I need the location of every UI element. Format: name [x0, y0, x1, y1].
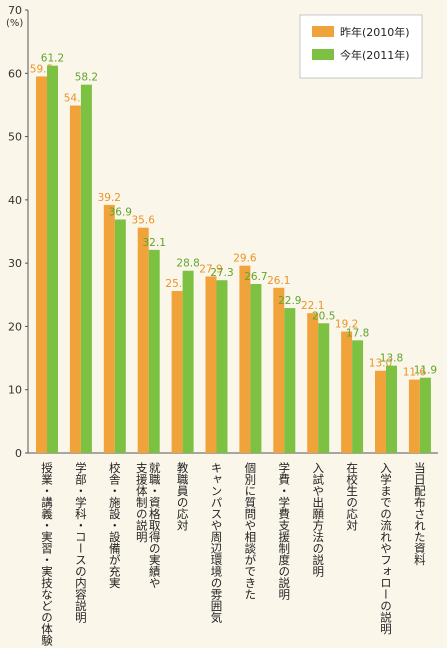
category-label: 在校生の応対	[345, 462, 359, 531]
category-label: 入学までの流れやフォローの説明	[379, 462, 393, 635]
bar-prev-8	[307, 313, 319, 453]
bar-prev-4	[171, 290, 183, 453]
y-tick-label: 10	[8, 384, 22, 397]
legend-label: 昨年(2010年)	[340, 25, 410, 39]
y-tick-label: 20	[8, 320, 22, 333]
bar-prev-5	[205, 276, 217, 453]
category-label: 学費・学費支援制度の説明	[277, 461, 291, 601]
data-label: 35.6	[132, 215, 156, 227]
bar-curr-5	[216, 280, 228, 453]
data-label: 11.6	[403, 367, 427, 379]
y-tick-label: 0	[15, 447, 22, 460]
legend-swatch-1	[312, 49, 334, 60]
y-tick-label: 40	[8, 194, 22, 207]
bar-prev-2	[103, 204, 115, 453]
category-label: 入試や出願方法の説明	[311, 462, 325, 578]
category-label: 当日配布された資料	[413, 461, 427, 566]
bar-curr-1	[80, 84, 92, 454]
category-label: 支援体制の説明	[135, 462, 149, 543]
bar-curr-3	[148, 249, 160, 453]
data-label: 61.2	[41, 53, 64, 65]
data-label: 26.7	[244, 271, 267, 283]
data-label: 39.2	[98, 192, 121, 204]
bar-curr-11	[419, 377, 431, 453]
data-label: 22.9	[278, 295, 301, 307]
legend-label: 今年(2011年)	[340, 48, 410, 62]
bar-prev-6	[239, 265, 251, 453]
bar-prev-11	[408, 379, 420, 453]
category-label: 授業・講義・実習・実技などの体験	[40, 461, 54, 647]
legend-swatch-0	[312, 26, 334, 37]
data-label: 11.9	[414, 365, 437, 377]
y-tick-label: 50	[8, 131, 22, 144]
bar-curr-7	[284, 308, 296, 453]
data-label: 58.2	[75, 72, 98, 84]
y-tick-label: 60	[8, 67, 22, 80]
bar-prev-7	[273, 287, 285, 453]
category-label: キャンパスや周辺環境の雰囲気	[210, 462, 224, 624]
category-label: 個別に質問や相談ができた	[243, 462, 257, 600]
data-label: 27.9	[199, 263, 222, 275]
data-label: 20.5	[312, 310, 335, 322]
data-label: 27.3	[210, 267, 233, 279]
y-unit-label: (%)	[6, 18, 23, 29]
bar-curr-6	[250, 284, 262, 453]
bar-prev-0	[36, 76, 47, 453]
y-tick-label: 30	[8, 257, 22, 270]
bar-curr-2	[114, 219, 126, 453]
data-label: 26.1	[267, 275, 290, 287]
category-label: 校舎・施設・設備が充実	[108, 461, 122, 589]
data-label: 32.1	[143, 237, 166, 249]
category-label: 教職員の応対	[176, 461, 190, 531]
y-tick-label: 70	[8, 4, 22, 17]
bar-curr-8	[318, 323, 330, 453]
bar-curr-4	[182, 270, 194, 453]
bar-curr-0	[47, 65, 58, 453]
data-label: 22.1	[301, 300, 324, 312]
data-label: 19.2	[335, 318, 358, 330]
category-label: 就職・資格取得の実績や	[148, 461, 162, 588]
bar-prev-1	[69, 105, 81, 453]
bar-curr-9	[352, 340, 364, 453]
data-label: 13.8	[380, 353, 403, 365]
bar-curr-10	[386, 365, 397, 453]
data-label: 29.6	[233, 253, 257, 265]
data-label: 28.8	[176, 258, 199, 270]
legend-box	[299, 14, 423, 79]
data-label: 17.8	[346, 327, 369, 339]
bar-prev-9	[341, 331, 353, 453]
bar-prev-3	[137, 227, 149, 453]
data-label: 36.9	[109, 206, 132, 218]
bar-prev-10	[375, 370, 386, 453]
category-label: 学部・学科・コースの内容説明	[74, 461, 88, 624]
